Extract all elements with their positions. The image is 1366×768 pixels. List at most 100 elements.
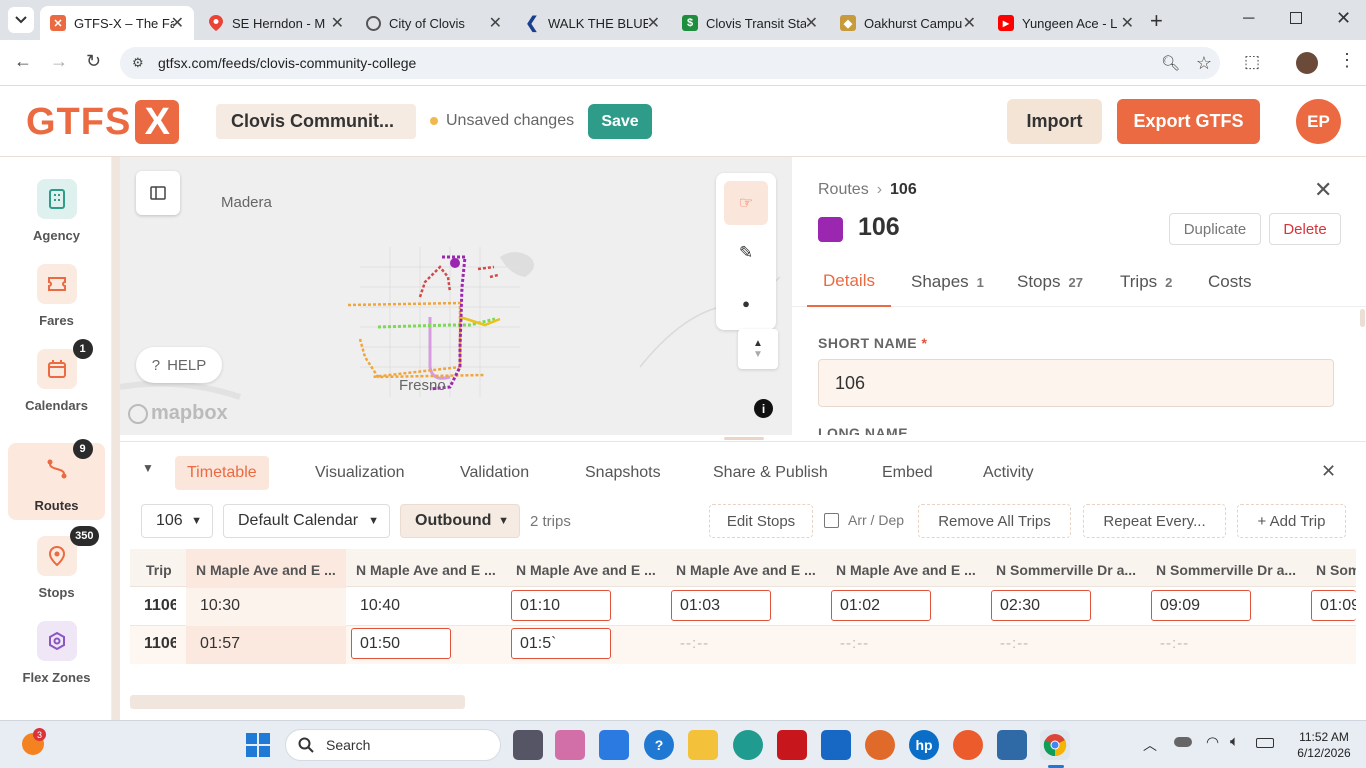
import-button[interactable]: Import	[1007, 99, 1102, 144]
time-cell[interactable]: 01:57	[200, 635, 241, 652]
tab-stops[interactable]: Stops 27	[1017, 257, 1083, 307]
help-button[interactable]: ? HELP	[136, 347, 222, 383]
time-input[interactable]: 01:02	[831, 590, 931, 621]
calendar-select[interactable]: Default Calendar ▼	[223, 504, 390, 538]
column-header-stop-4[interactable]: N Maple Ave and E ...	[676, 562, 816, 578]
tab-activity[interactable]: Activity	[983, 464, 1034, 481]
browser-tab-youtube[interactable]: ▶ Yungeen Ace - L ✕	[988, 6, 1144, 40]
column-header-stop-2[interactable]: N Maple Ave and E ...	[356, 562, 496, 578]
feed-name-field[interactable]: Clovis Communit...	[216, 104, 416, 139]
tab-details[interactable]: Details	[807, 257, 891, 307]
route-color-swatch[interactable]	[818, 217, 843, 242]
tab-snapshots[interactable]: Snapshots	[585, 464, 661, 481]
tab-trips[interactable]: Trips 2	[1120, 257, 1172, 307]
arr-dep-toggle[interactable]: Arr / Dep	[824, 512, 904, 528]
column-header-stop-7[interactable]: N Sommerville Dr a...	[1156, 562, 1297, 578]
back-icon[interactable]: ←	[14, 51, 32, 71]
tab-costs[interactable]: Costs	[1208, 257, 1251, 307]
new-tab-icon[interactable]: +	[1150, 8, 1163, 33]
column-header-stop-8[interactable]: N Som	[1316, 562, 1356, 578]
empty-time-placeholder[interactable]: --:--	[1000, 635, 1030, 652]
panel-scrollbar[interactable]	[1360, 309, 1365, 327]
compass-button[interactable]: ▲ ▼	[738, 329, 778, 369]
tab-embed[interactable]: Embed	[882, 464, 933, 481]
empty-time-placeholder[interactable]: --:--	[840, 635, 870, 652]
duplicate-button[interactable]: Duplicate	[1169, 213, 1261, 245]
time-input[interactable]: 01:03	[671, 590, 771, 621]
zoom-icon[interactable]: 🔍︎	[1160, 55, 1180, 72]
time-input[interactable]: 02:30	[991, 590, 1091, 621]
browser-tab-maps[interactable]: SE Herndon - M ✕	[198, 6, 354, 40]
close-tab-icon[interactable]: ✕	[804, 15, 818, 32]
profile-avatar[interactable]	[1296, 52, 1318, 74]
reload-icon[interactable]: ↻	[86, 51, 102, 71]
edit-stops-button[interactable]: Edit Stops	[709, 504, 813, 538]
save-button[interactable]: Save	[588, 104, 652, 139]
close-tab-icon[interactable]: ✕	[962, 15, 976, 32]
bookmark-star-icon[interactable]: ☆	[1195, 52, 1212, 73]
trip-id-cell[interactable]: 1106	[144, 597, 176, 614]
close-window-icon[interactable]: ✕	[1336, 8, 1352, 28]
empty-time-placeholder[interactable]: --:--	[1160, 635, 1190, 652]
wifi-icon[interactable]: ◠	[1206, 734, 1220, 751]
hp-icon[interactable]: hp	[909, 730, 939, 760]
export-gtfs-button[interactable]: Export GTFS	[1117, 99, 1260, 144]
chrome-icon[interactable]	[1040, 730, 1070, 760]
taskbar-search[interactable]: Search	[285, 729, 501, 761]
column-header-stop-3[interactable]: N Maple Ave and E ...	[516, 562, 656, 578]
horizontal-scrollbar[interactable]	[130, 695, 465, 709]
sidebar-item-stops[interactable]: 350 Stops	[8, 526, 105, 606]
mapbox-attribution[interactable]: mapbox	[128, 402, 228, 425]
close-panel-icon[interactable]: ✕	[1314, 177, 1333, 202]
add-trip-button[interactable]: + Add Trip	[1237, 504, 1346, 538]
arr-dep-checkbox[interactable]	[824, 512, 839, 528]
time-cell[interactable]: 10:30	[200, 597, 241, 614]
browser-tab-walk[interactable]: ❮ WALK THE BLUE ✕	[514, 6, 670, 40]
sidebar-item-calendars[interactable]: 1 Calendars	[8, 339, 105, 419]
close-tab-icon[interactable]: ✕	[170, 15, 184, 32]
close-tab-icon[interactable]: ✕	[1120, 15, 1134, 32]
sidebar-item-flex-zones[interactable]: Flex Zones	[8, 615, 105, 691]
point-tool-button[interactable]: ●	[742, 295, 750, 311]
minimize-icon[interactable]: ─	[1243, 10, 1255, 27]
remove-all-trips-button[interactable]: Remove All Trips	[918, 504, 1071, 538]
time-input[interactable]: 09:09	[1151, 590, 1251, 621]
time-input[interactable]: 01:50	[351, 628, 451, 659]
time-input[interactable]: 01:09	[1311, 590, 1356, 621]
onedrive-icon[interactable]	[1174, 737, 1192, 747]
column-header-stop-5[interactable]: N Maple Ave and E ...	[836, 562, 976, 578]
column-header-stop-1[interactable]: N Maple Ave and E ...	[196, 562, 336, 578]
tab-timetable[interactable]: Timetable	[175, 456, 269, 490]
close-tab-icon[interactable]: ✕	[646, 15, 660, 32]
help-app-icon[interactable]: ?	[644, 730, 674, 760]
sidebar-scrollbar[interactable]	[112, 157, 120, 720]
select-tool-button[interactable]: ☞	[724, 181, 768, 225]
firefox-icon[interactable]	[953, 730, 983, 760]
app-icon[interactable]	[997, 730, 1027, 760]
browser-tab-oakhurst[interactable]: ◆ Oakhurst Campu ✕	[830, 6, 986, 40]
browser-tab-clovis[interactable]: City of Clovis ✕	[356, 6, 512, 40]
site-info-icon[interactable]: ⚙	[132, 55, 144, 70]
map-info-icon[interactable]: i	[754, 399, 773, 418]
tab-share-publish[interactable]: Share & Publish	[713, 464, 828, 481]
task-view-icon[interactable]	[513, 730, 543, 760]
repeat-every-button[interactable]: Repeat Every...	[1083, 504, 1226, 538]
clock[interactable]: 11:52 AM 6/12/2026	[1290, 729, 1358, 761]
volume-icon[interactable]: 🔈︎	[1230, 733, 1240, 750]
route-map[interactable]: Madera Fresno ? HELP mapbox ☞ ✎ ● ▲ ▼ i	[120, 157, 791, 435]
extensions-icon[interactable]: ⬚	[1244, 52, 1261, 71]
time-input[interactable]: 01:10	[511, 590, 611, 621]
direction-select[interactable]: Outbound ▼	[400, 504, 520, 538]
draw-tool-button[interactable]: ✎	[738, 243, 754, 262]
close-bottom-panel-icon[interactable]: ✕	[1321, 461, 1337, 481]
tab-visualization[interactable]: Visualization	[315, 464, 405, 481]
column-header-stop-6[interactable]: N Sommerville Dr a...	[996, 562, 1137, 578]
edge-icon[interactable]	[733, 730, 763, 760]
tab-search-button[interactable]	[8, 7, 34, 33]
app-icon[interactable]	[865, 730, 895, 760]
time-input[interactable]: 01:5`	[511, 628, 611, 659]
breadcrumb-routes-link[interactable]: Routes	[818, 181, 869, 198]
empty-time-placeholder[interactable]: --:--	[680, 635, 710, 652]
url-field[interactable]: ⚙ gtfsx.com/feeds/clovis-community-colle…	[120, 47, 1220, 79]
file-explorer-icon[interactable]	[688, 730, 718, 760]
